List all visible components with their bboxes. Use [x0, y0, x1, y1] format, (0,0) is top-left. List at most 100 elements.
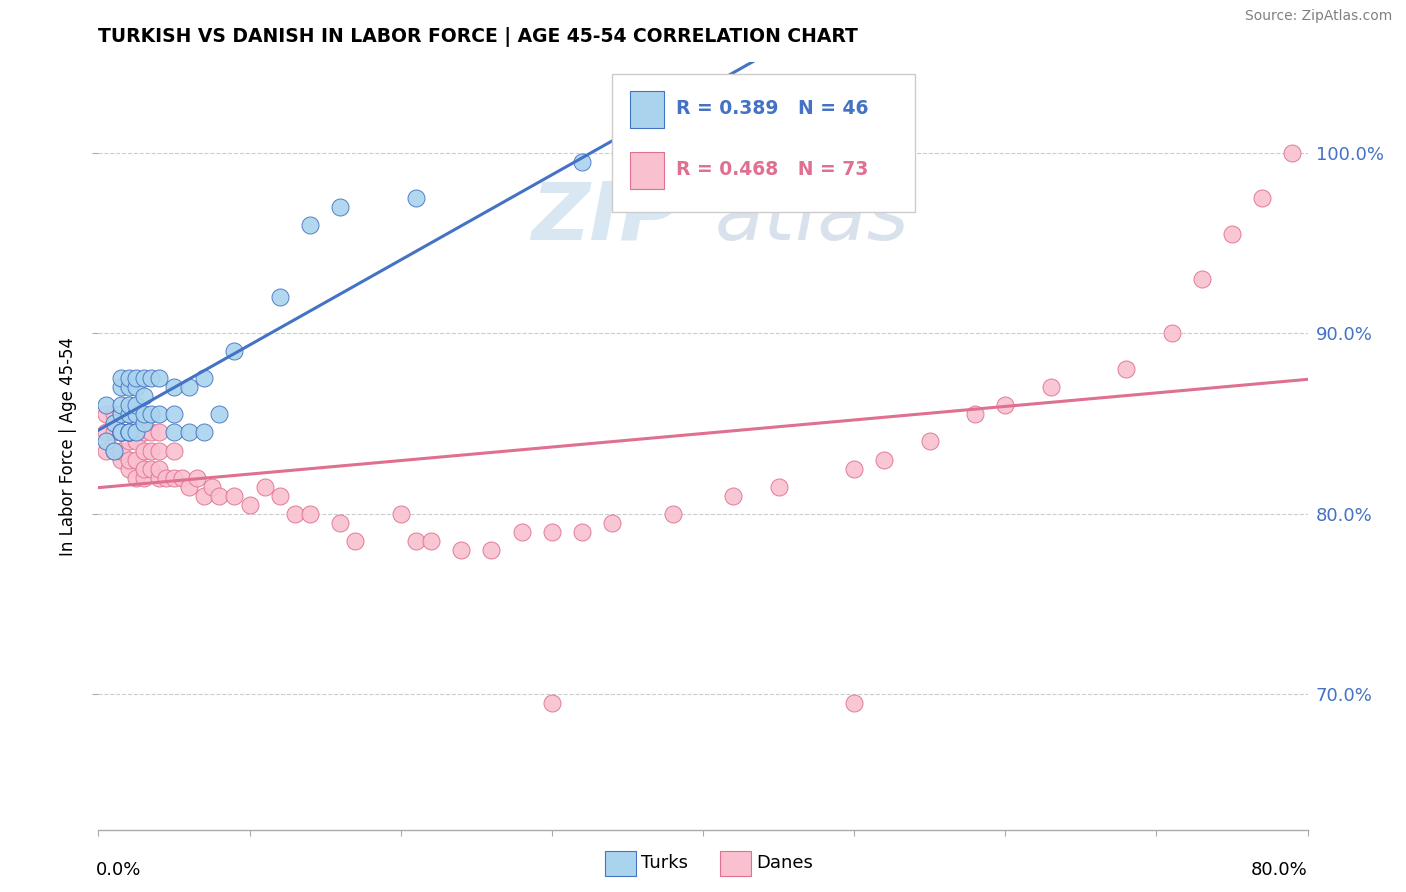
- Point: [110, 408, 132, 422]
- Point: [125, 417, 148, 431]
- Point: [110, 408, 132, 422]
- Point: [1281, 145, 1303, 160]
- Point: [208, 489, 231, 503]
- Point: [1251, 191, 1274, 205]
- Point: [148, 443, 170, 458]
- Point: [179, 380, 201, 394]
- Point: [110, 425, 132, 440]
- Point: [1220, 227, 1243, 241]
- Point: [994, 398, 1017, 412]
- Point: [224, 344, 246, 359]
- Point: [208, 408, 231, 422]
- Point: [118, 452, 141, 467]
- Point: [141, 443, 163, 458]
- Point: [1115, 362, 1137, 376]
- Point: [110, 452, 132, 467]
- Point: [132, 371, 155, 385]
- Point: [118, 425, 141, 440]
- Point: [125, 380, 148, 394]
- Point: [132, 425, 155, 440]
- Point: [148, 461, 170, 475]
- Point: [873, 452, 896, 467]
- Point: [141, 425, 163, 440]
- Point: [540, 696, 562, 710]
- Text: atlas: atlas: [716, 178, 910, 257]
- Point: [110, 425, 132, 440]
- Point: [299, 507, 322, 521]
- Point: [132, 417, 155, 431]
- Text: Turks: Turks: [641, 855, 688, 872]
- Point: [141, 371, 163, 385]
- Point: [103, 443, 125, 458]
- Point: [661, 507, 683, 521]
- Point: [125, 425, 148, 440]
- Point: [148, 371, 170, 385]
- FancyBboxPatch shape: [613, 74, 915, 212]
- Point: [118, 408, 141, 422]
- Point: [94, 443, 117, 458]
- Point: [118, 461, 141, 475]
- Point: [118, 380, 141, 394]
- Point: [148, 425, 170, 440]
- Point: [299, 218, 322, 232]
- Point: [602, 516, 624, 530]
- Point: [94, 434, 117, 449]
- Point: [103, 443, 125, 458]
- Point: [132, 443, 155, 458]
- Point: [141, 461, 163, 475]
- Text: 80.0%: 80.0%: [1251, 861, 1308, 879]
- Point: [132, 389, 155, 403]
- Point: [155, 470, 177, 484]
- Point: [141, 408, 163, 422]
- Point: [768, 480, 790, 494]
- Point: [132, 470, 155, 484]
- Bar: [630, 91, 664, 128]
- Point: [163, 470, 186, 484]
- Point: [110, 398, 132, 412]
- Point: [186, 470, 208, 484]
- Point: [420, 533, 443, 548]
- Point: [94, 425, 117, 440]
- Point: [148, 408, 170, 422]
- Point: [103, 408, 125, 422]
- Point: [110, 380, 132, 394]
- Point: [110, 371, 132, 385]
- Point: [284, 507, 307, 521]
- Point: [125, 470, 148, 484]
- Point: [571, 524, 593, 539]
- Point: [1160, 326, 1182, 341]
- Point: [1039, 380, 1062, 394]
- Point: [844, 696, 866, 710]
- Point: [253, 480, 276, 494]
- Point: [224, 489, 246, 503]
- Point: [481, 542, 503, 557]
- Point: [405, 191, 427, 205]
- Point: [844, 461, 866, 475]
- Point: [193, 489, 215, 503]
- Point: [179, 480, 201, 494]
- Point: [163, 380, 186, 394]
- Point: [125, 371, 148, 385]
- Point: [329, 200, 352, 214]
- Point: [94, 408, 117, 422]
- Point: [450, 542, 472, 557]
- Point: [918, 434, 941, 449]
- Point: [193, 371, 215, 385]
- Point: [118, 371, 141, 385]
- Point: [405, 533, 427, 548]
- Point: [692, 145, 714, 160]
- Point: [163, 443, 186, 458]
- Y-axis label: In Labor Force | Age 45-54: In Labor Force | Age 45-54: [59, 336, 77, 556]
- Point: [118, 408, 141, 422]
- Point: [132, 461, 155, 475]
- Point: [125, 398, 148, 412]
- Point: [571, 154, 593, 169]
- Point: [110, 425, 132, 440]
- Point: [148, 470, 170, 484]
- Point: [239, 498, 262, 512]
- Bar: [630, 153, 664, 189]
- Point: [125, 408, 148, 422]
- Point: [118, 434, 141, 449]
- Point: [103, 425, 125, 440]
- Text: R = 0.468   N = 73: R = 0.468 N = 73: [676, 161, 869, 179]
